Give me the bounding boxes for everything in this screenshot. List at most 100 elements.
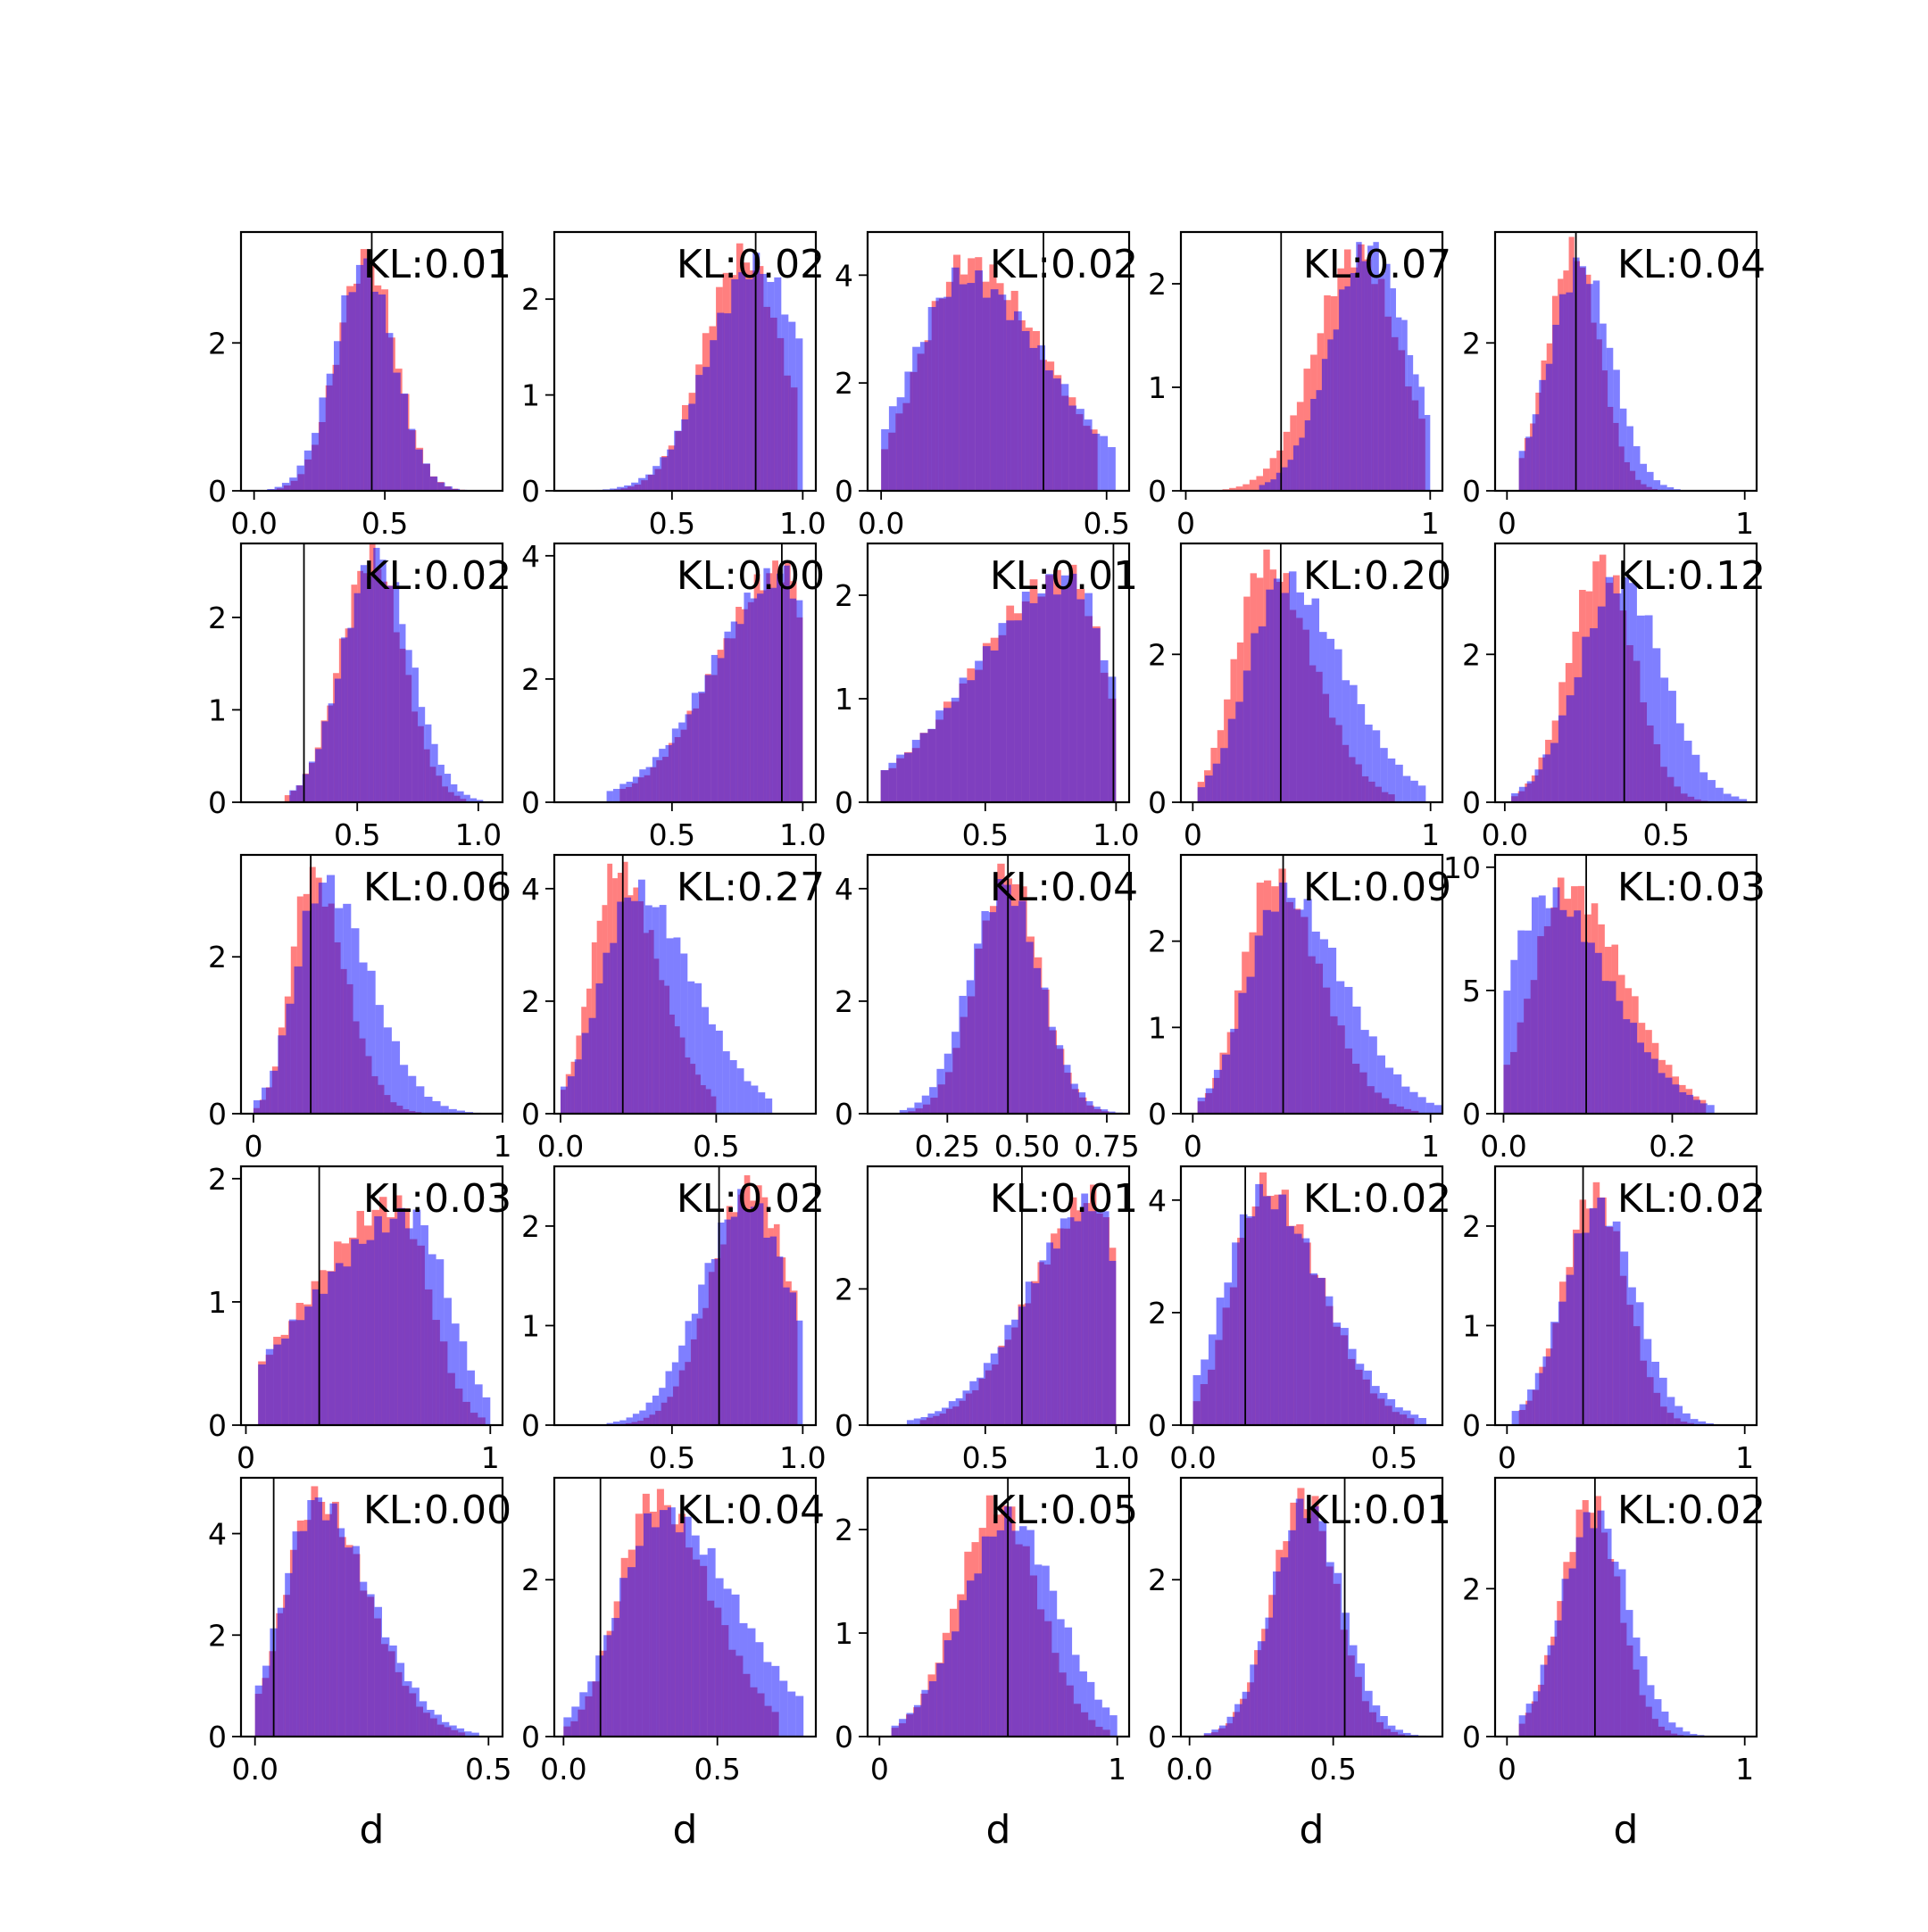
- hist-bar-blue: [1011, 906, 1018, 1114]
- hist-bar-blue: [424, 1097, 432, 1114]
- hist-bar-blue: [1637, 1042, 1644, 1114]
- hist-bar-blue: [1401, 320, 1407, 491]
- x-axis-label: d: [1614, 1807, 1639, 1853]
- hist-bar-blue: [667, 938, 674, 1114]
- hist-bar-blue: [1045, 574, 1053, 802]
- hist-bar-blue: [351, 928, 359, 1114]
- hist-bar-blue: [452, 1323, 460, 1425]
- hist-bar-blue: [1053, 378, 1061, 491]
- hist-bar-blue: [399, 624, 405, 802]
- hist-bar-blue: [770, 588, 777, 802]
- hist-bar-blue: [1251, 634, 1259, 802]
- hist-bar-blue: [415, 450, 422, 491]
- hist-bar-blue: [412, 667, 419, 802]
- hist-bar-blue: [1030, 603, 1038, 802]
- hist-bar-blue: [673, 937, 680, 1114]
- y-tick-label: 1: [1462, 1308, 1481, 1343]
- x-tick-label: 1: [1108, 1752, 1126, 1787]
- hist-bar-blue: [1558, 1302, 1566, 1425]
- x-tick-label: 0: [1176, 506, 1195, 541]
- hist-bar-blue: [929, 1681, 936, 1737]
- x-tick-label: 1: [1421, 506, 1440, 541]
- hist-bar-blue: [1361, 1030, 1369, 1114]
- hist-bar-blue: [1403, 776, 1411, 802]
- hist-bar-blue: [659, 749, 665, 802]
- hist-bar-blue: [397, 1663, 404, 1737]
- hist-bar-blue: [1534, 769, 1542, 802]
- hist-bar-blue: [374, 1216, 382, 1425]
- hist-bar-blue: [262, 1666, 270, 1737]
- hist-bar-blue: [1533, 1691, 1541, 1737]
- y-tick-label: 0: [208, 785, 227, 820]
- hist-bar-blue: [1380, 748, 1388, 802]
- hist-bar-blue: [639, 1411, 645, 1425]
- y-tick-label: 1: [521, 1308, 540, 1343]
- hist-bar-blue: [561, 1087, 568, 1114]
- hist-bar-blue: [709, 1024, 716, 1114]
- kl-label: KL:0.02: [677, 242, 825, 287]
- hist-bar-blue: [796, 1321, 802, 1425]
- hist-bar-blue: [744, 1210, 750, 1425]
- hist-bar-blue: [1503, 991, 1510, 1114]
- hist-bar-blue: [698, 692, 704, 802]
- x-tick-label: 0.5: [1309, 1752, 1356, 1787]
- x-tick-label: 0.5: [693, 1129, 739, 1164]
- hist-bar-blue: [1228, 719, 1236, 802]
- hist-bar-blue: [724, 1220, 730, 1425]
- y-tick-label: 4: [835, 258, 853, 293]
- y-tick-label: 1: [208, 1285, 227, 1320]
- hist-bar-blue: [638, 880, 645, 1114]
- y-tick-label: 2: [835, 578, 853, 613]
- hist-bar-blue: [981, 911, 988, 1114]
- hist-bar-blue: [349, 292, 356, 491]
- hist-bar-blue: [1510, 960, 1517, 1114]
- hist-bar-blue: [1102, 1707, 1109, 1737]
- y-tick-label: 2: [1148, 1563, 1167, 1597]
- hist-bar-blue: [1620, 409, 1627, 491]
- hist-bar-blue: [1605, 1529, 1612, 1737]
- hist-bar-blue: [1588, 942, 1595, 1114]
- y-tick-label: 2: [208, 601, 227, 635]
- y-tick-label: 4: [1148, 1183, 1167, 1218]
- hist-bar-blue: [1344, 286, 1350, 491]
- hist-bar-blue: [1519, 451, 1526, 491]
- hist-bar-blue: [1053, 594, 1061, 802]
- hist-bar-blue: [1081, 1193, 1088, 1425]
- hist-bar-blue: [1074, 1221, 1081, 1425]
- hist-bar-blue: [1294, 1234, 1302, 1425]
- y-tick-label: 2: [1148, 267, 1167, 302]
- hist-bar-blue: [1569, 1569, 1576, 1737]
- hist-bar-blue: [1700, 1103, 1708, 1114]
- hist-bar-blue: [262, 1088, 270, 1114]
- hist-bar-blue: [392, 1041, 400, 1114]
- hist-bar-blue: [253, 1100, 262, 1114]
- hist-bar-blue: [1068, 1217, 1075, 1425]
- hist-bar-blue: [1317, 390, 1322, 491]
- hist-bar-blue: [327, 875, 335, 1114]
- hist-bar-blue: [1384, 264, 1390, 491]
- hist-bar-blue: [1362, 261, 1367, 491]
- hist-bar-blue: [1026, 1281, 1033, 1425]
- hist-bar-blue: [974, 1573, 981, 1737]
- hist-bar-blue: [376, 1005, 384, 1114]
- hist-bar-blue: [1559, 294, 1566, 491]
- hist-bar-blue: [405, 1228, 413, 1425]
- hist-bar-blue: [1193, 1375, 1201, 1425]
- hist-bar-blue: [1583, 1512, 1591, 1737]
- hist-bar-blue: [687, 982, 694, 1114]
- hist-bar-blue: [1517, 931, 1525, 1114]
- hist-bar-blue: [1109, 676, 1117, 802]
- hist-bar-blue: [681, 419, 688, 491]
- hist-bar-blue: [341, 295, 348, 491]
- hist-bar-blue: [1319, 1522, 1327, 1737]
- hist-bar-blue: [1645, 615, 1653, 802]
- hist-bar-blue: [1672, 1084, 1679, 1114]
- hist-bar-blue: [967, 283, 975, 491]
- hist-bar-blue: [405, 650, 411, 802]
- hist-bar-blue: [1037, 593, 1045, 802]
